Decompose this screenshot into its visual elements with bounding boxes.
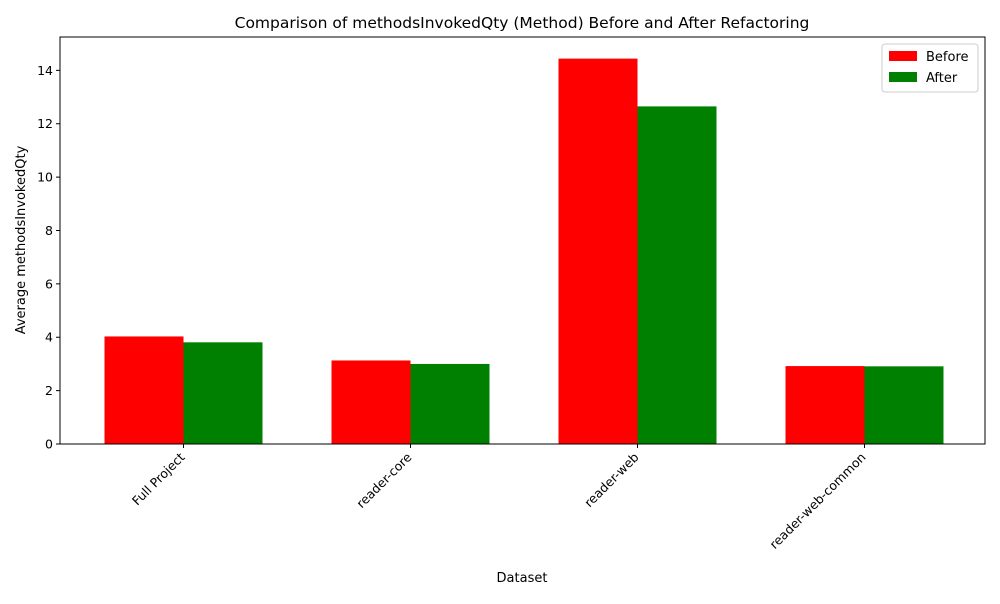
y-axis: 0 2 4 6 8 10 12 14 — [37, 63, 60, 452]
legend-label-after: After — [926, 71, 958, 86]
bar-after-reader-web — [637, 106, 717, 444]
bar-before-reader-web — [558, 58, 638, 444]
x-tick-label: reader-web-common — [766, 450, 868, 552]
bars-group — [104, 58, 944, 444]
x-axis-label: Dataset — [497, 571, 548, 586]
y-axis-label: Average methodsInvokedQty — [14, 145, 29, 334]
bar-before-reader-core — [331, 360, 411, 444]
bar-before-full-project — [104, 336, 184, 444]
y-tick-label: 12 — [37, 116, 53, 131]
legend-label-before: Before — [926, 50, 969, 65]
chart-title: Comparison of methodsInvokedQty (Method)… — [235, 14, 810, 32]
y-tick-label: 8 — [45, 223, 53, 238]
x-tick-label: Full Project — [129, 449, 188, 508]
y-tick-label: 6 — [45, 276, 53, 291]
bar-before-reader-web-common — [785, 366, 865, 444]
y-tick-label: 4 — [45, 330, 53, 345]
y-tick-label: 2 — [45, 383, 53, 398]
y-tick-label: 0 — [45, 437, 53, 452]
legend: Before After — [881, 43, 979, 93]
x-tick-label: reader-core — [353, 449, 415, 511]
bar-after-reader-core — [410, 363, 490, 444]
plot-frame — [59, 36, 986, 445]
legend-swatch-after — [889, 72, 917, 82]
legend-swatch-before — [889, 51, 917, 61]
bar-after-full-project — [183, 342, 263, 444]
y-tick-label: 10 — [37, 170, 53, 185]
x-tick-label: reader-web — [581, 449, 642, 510]
bar-after-reader-web-common — [864, 366, 944, 444]
y-tick-label: 14 — [37, 63, 53, 78]
x-axis: Full Project reader-core reader-web reader-… — [129, 444, 869, 552]
